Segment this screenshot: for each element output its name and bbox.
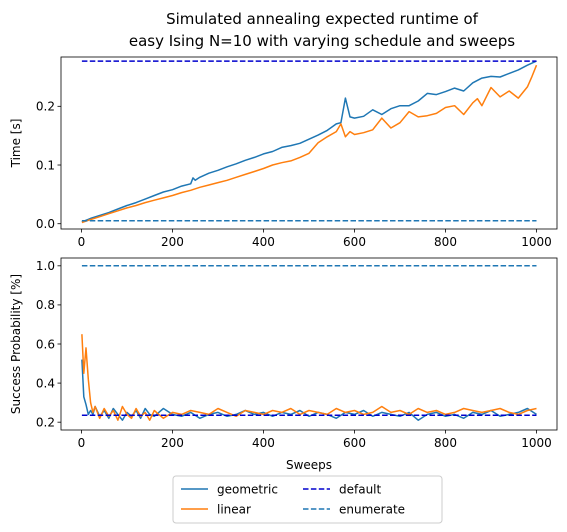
y-tick-label-plot2: 1.0 xyxy=(36,259,55,273)
series-line-linear-plot1 xyxy=(81,64,538,224)
series-line-geometric-plot1 xyxy=(81,60,537,223)
y-axis-label-plot2: Success Probability [%] xyxy=(9,274,23,414)
chart-title-line-1: Simulated annealing expected runtime of xyxy=(166,10,479,28)
x-tick-label-plot1: 200 xyxy=(161,235,184,249)
x-tick-label-plot2: 800 xyxy=(434,436,457,450)
axes-frame-plot1 xyxy=(60,56,558,230)
x-tick-label-plot1: 600 xyxy=(343,235,366,249)
legend: geometric linear default enumerate xyxy=(172,475,443,524)
y-tick-label-plot2: 0.2 xyxy=(36,415,55,429)
x-tick-label-plot1: 800 xyxy=(434,235,457,249)
x-tick-label-plot2: 1000 xyxy=(521,436,552,450)
chart-title-line-2: easy Ising N=10 with varying schedule an… xyxy=(129,32,515,50)
legend-frame xyxy=(172,475,443,524)
x-tick-label-plot2: 0 xyxy=(78,436,86,450)
y-tick-label-plot1: 0.2 xyxy=(36,100,55,114)
x-tick-label-plot1: 0 xyxy=(78,235,86,249)
y-tick-label-plot2: 0.6 xyxy=(36,337,55,351)
x-axis-label-plot2: Sweeps xyxy=(286,458,332,472)
runtime-plot: 0 200 400 600 800 1000 0.0 0.1 0.2 Time [s] xyxy=(9,56,558,249)
legend-label-linear: linear xyxy=(217,502,251,516)
axes-frame-plot2 xyxy=(60,257,558,431)
x-tick-label-plot1: 400 xyxy=(252,235,275,249)
legend-label-geometric: geometric xyxy=(217,482,278,496)
y-axis-label-plot1: Time [s] xyxy=(9,119,23,169)
x-tick-label-plot2: 600 xyxy=(343,436,366,450)
x-tick-label-plot1: 1000 xyxy=(521,235,552,249)
y-tick-label-plot2: 0.4 xyxy=(36,376,55,390)
legend-label-enumerate: enumerate xyxy=(339,502,405,516)
x-tick-label-plot2: 200 xyxy=(161,436,184,450)
y-tick-label-plot1: 0.0 xyxy=(36,217,55,231)
x-tick-label-plot2: 400 xyxy=(252,436,275,450)
success-probability-plot: 0 200 400 600 800 1000 0.2 0.4 0.6 0.8 1.0 Success … xyxy=(9,257,558,472)
y-tick-label-plot1: 0.1 xyxy=(36,158,55,172)
series-line-linear-plot2 xyxy=(81,334,537,421)
legend-label-default: default xyxy=(339,482,382,496)
y-tick-label-plot2: 0.8 xyxy=(36,298,55,312)
